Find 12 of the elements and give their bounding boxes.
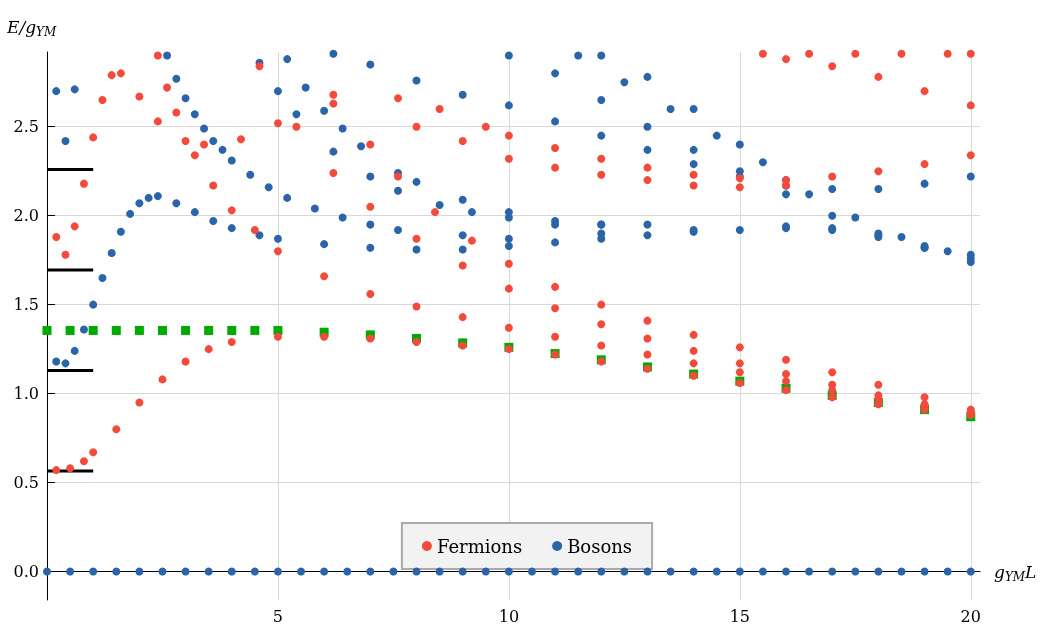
x-tick-label: 5 (272, 606, 284, 624)
x-tick-label: 10 (498, 606, 520, 624)
y-tick-label: 2.5 (13, 117, 39, 137)
y-tick-label: 1.0 (13, 384, 39, 404)
x-tick-label: 15 (729, 606, 750, 624)
y-tick-label: 1.5 (13, 295, 39, 315)
y-tick-label: 0.0 (13, 562, 39, 582)
y-tick-label: 2.0 (13, 206, 39, 226)
legend-label: Fermions (436, 535, 523, 557)
x-tick-label: 20 (960, 606, 981, 624)
y-tick-label: 0.5 (13, 473, 39, 493)
legend-label: Bosons (567, 535, 633, 557)
